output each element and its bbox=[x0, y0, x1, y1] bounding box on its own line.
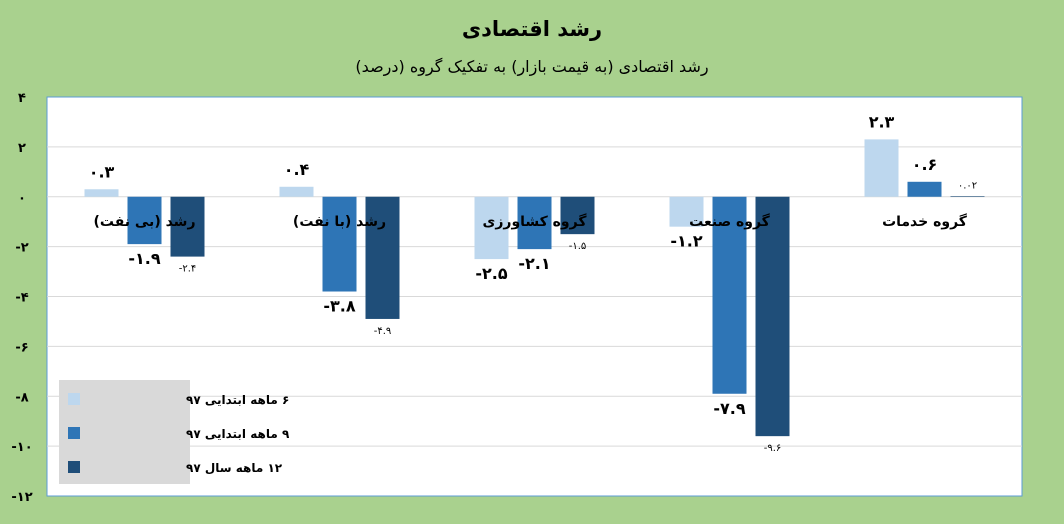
bar bbox=[755, 196, 790, 437]
data-label: ۰.۴ bbox=[284, 160, 310, 179]
legend-entry: ۶ ماهه ابتدایی ۹۷ bbox=[186, 393, 289, 407]
data-label: -۳.۸ bbox=[323, 297, 355, 316]
data-label: -۹.۶ bbox=[764, 443, 782, 454]
category-label: رشد (بی نفت) bbox=[93, 214, 195, 230]
category-labels: رشد (بی نفت) رشد (با نفت) گروه کشاورزی گروه… bbox=[93, 213, 967, 230]
data-label: -۷.۹ bbox=[713, 399, 745, 418]
bar bbox=[322, 196, 357, 292]
data-label: -۱.۲ bbox=[670, 232, 702, 251]
y-tick-label: ۴ bbox=[18, 91, 26, 106]
y-axis: ۴ ۲ ۰ -۲ -۴ -۶ -۸ -۱۰ -۱۲ bbox=[11, 91, 32, 505]
data-label: -۲.۵ bbox=[475, 264, 507, 283]
legend-swatch bbox=[68, 393, 80, 405]
bar bbox=[279, 186, 314, 197]
y-tick-label: ۲ bbox=[18, 141, 26, 156]
y-tick-label: -۶ bbox=[15, 340, 28, 355]
legend-swatch bbox=[68, 427, 80, 439]
bar bbox=[127, 196, 162, 245]
bar bbox=[365, 196, 400, 319]
data-label: ۰.۰۲ bbox=[958, 180, 977, 191]
bar bbox=[170, 196, 205, 257]
legend-swatch bbox=[68, 461, 80, 473]
y-tick-label: ۰ bbox=[18, 191, 26, 206]
data-label: -۱.۵ bbox=[569, 241, 587, 252]
data-label: ۰.۶ bbox=[912, 155, 938, 174]
category-label: رشد (با نفت) bbox=[293, 214, 386, 230]
data-labels: ۰.۳ -۱.۹ -۲.۴ ۰.۴ -۳.۸ -۴.۹ -۲.۵ -۲.۱ -۱.۵ -۱.۲ -۷… bbox=[89, 112, 977, 454]
bar bbox=[84, 189, 119, 197]
data-label: -۴.۹ bbox=[374, 326, 392, 337]
bar bbox=[864, 139, 899, 197]
data-label: ۰.۳ bbox=[89, 162, 115, 181]
category-label: گروه صنعت bbox=[689, 213, 771, 230]
data-label: -۲.۴ bbox=[179, 264, 197, 275]
y-tick-label: -۱۰ bbox=[11, 440, 32, 455]
legend-box bbox=[59, 380, 190, 484]
bar bbox=[950, 196, 985, 197]
bar bbox=[712, 196, 747, 394]
y-tick-label: -۸ bbox=[15, 390, 28, 405]
category-label: گروه خدمات bbox=[882, 213, 968, 230]
data-label: -۱.۹ bbox=[128, 249, 160, 268]
data-label: -۲.۱ bbox=[518, 254, 550, 273]
y-tick-label: -۲ bbox=[15, 241, 28, 256]
bars bbox=[84, 139, 985, 437]
bar bbox=[474, 196, 509, 260]
legend: ۶ ماهه ابتدایی ۹۷ ۹ ماهه ابتدایی ۹۷ ۱۲ ماه… bbox=[59, 380, 290, 484]
data-label: ۲.۳ bbox=[869, 112, 895, 131]
bar bbox=[907, 181, 942, 197]
y-tick-label: -۱۲ bbox=[11, 490, 32, 505]
chart-subtitle: رشد اقتصادی (به قیمت بازار) به تفکیک گرو… bbox=[355, 57, 708, 77]
legend-entry: ۱۲ ماهه سال ۹۷ bbox=[186, 461, 283, 475]
category-label: گروه کشاورزی bbox=[483, 213, 588, 230]
bar bbox=[517, 196, 552, 250]
bar bbox=[560, 196, 595, 235]
y-tick-label: -۴ bbox=[15, 291, 28, 306]
chart-title: رشد اقتصادی bbox=[462, 17, 602, 41]
bar bbox=[669, 196, 704, 227]
legend-entry: ۹ ماهه ابتدایی ۹۷ bbox=[186, 427, 290, 441]
